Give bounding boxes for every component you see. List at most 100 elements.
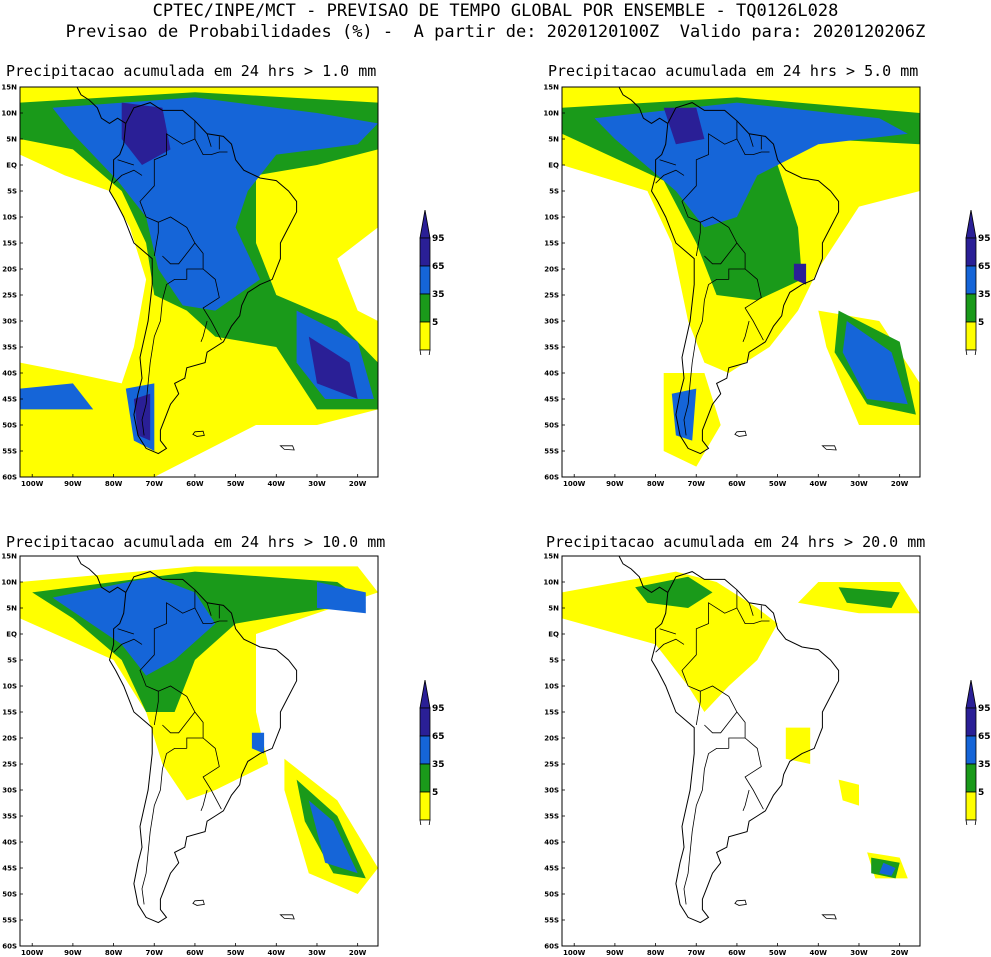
lon-tick-label: 90W xyxy=(606,480,624,488)
lat-tick-label: 45S xyxy=(2,396,17,404)
lat-tick-label: 20S xyxy=(544,735,559,743)
legend-top-arrow xyxy=(965,680,977,709)
legend-swatch xyxy=(419,707,431,737)
lon-tick-label: 70W xyxy=(146,480,164,488)
legend-level-label: 95 xyxy=(978,234,991,244)
lat-tick-label: 5N xyxy=(6,136,17,144)
lon-tick-label: 80W xyxy=(647,480,665,488)
prob-area-p5 xyxy=(838,779,859,806)
legend-swatch xyxy=(419,265,431,295)
legend-level-label: 65 xyxy=(432,732,445,742)
lat-tick-label: 25S xyxy=(2,761,17,769)
lat-tick-label: 40S xyxy=(2,370,17,378)
lat-tick-label: 60S xyxy=(2,474,17,482)
coastline xyxy=(650,571,840,924)
lat-tick-label: EQ xyxy=(548,631,559,639)
country-border xyxy=(206,602,212,616)
legend-swatch xyxy=(419,735,431,765)
country-border xyxy=(659,628,677,635)
legend-swatch xyxy=(419,321,431,351)
lon-tick-label: 50W xyxy=(227,949,245,957)
lat-tick-label: 15N xyxy=(1,553,17,561)
lat-tick-label: 40S xyxy=(544,839,559,847)
country-border xyxy=(158,216,222,341)
legend-bottom-arrow xyxy=(965,819,977,825)
lon-tick-label: 70W xyxy=(146,949,164,957)
lat-tick-label: 60S xyxy=(544,474,559,482)
country-border xyxy=(704,242,738,265)
lat-tick-label: 60S xyxy=(544,943,559,951)
country-border xyxy=(117,628,135,635)
lon-tick-label: 70W xyxy=(688,949,706,957)
lon-tick-label: 50W xyxy=(227,480,245,488)
lat-tick-label: 55S xyxy=(2,917,17,925)
color-legend-3: 95 65 35 5 xyxy=(419,680,445,825)
lat-tick-label: 35S xyxy=(2,344,17,352)
lat-tick-label: 35S xyxy=(2,813,17,821)
lat-tick-label: 5S xyxy=(549,188,559,196)
country-border xyxy=(200,789,208,811)
country-border xyxy=(117,159,135,166)
color-legend-1: 95 65 35 5 xyxy=(419,210,445,355)
country-border xyxy=(742,320,750,342)
legend-swatch xyxy=(965,763,977,793)
country-border xyxy=(700,216,764,341)
lat-tick-label: 25S xyxy=(2,292,17,300)
lat-tick-label: 40S xyxy=(544,370,559,378)
lon-tick-label: 30W xyxy=(850,480,868,488)
legend-top-arrow xyxy=(965,210,977,239)
country-border xyxy=(700,685,764,810)
legend-swatch xyxy=(965,237,977,267)
lat-tick-label: 25S xyxy=(544,761,559,769)
prob-area-p65 xyxy=(52,576,216,676)
header-line-2: Previsao de Probabilidades (%) - A parti… xyxy=(65,22,926,42)
island xyxy=(821,445,837,451)
central-america-coast xyxy=(76,556,127,593)
prob-area-p95 xyxy=(663,107,705,145)
lon-tick-label: 60W xyxy=(728,949,746,957)
lat-tick-label: 30S xyxy=(544,318,559,326)
lat-tick-label: 45S xyxy=(2,865,17,873)
lon-tick-label: 30W xyxy=(850,949,868,957)
lon-tick-label: 60W xyxy=(728,480,746,488)
lat-tick-label: 45S xyxy=(544,865,559,873)
lat-tick-label: 5S xyxy=(7,188,17,196)
prob-area-p65 xyxy=(251,732,265,754)
prob-area-p5 xyxy=(785,727,811,764)
prob-area-p95 xyxy=(793,263,807,285)
legend-swatch xyxy=(419,293,431,323)
lat-tick-label: EQ xyxy=(6,631,17,639)
island xyxy=(734,430,747,437)
lon-tick-label: 60W xyxy=(186,949,204,957)
lat-tick-label: 20S xyxy=(544,266,559,274)
lat-tick-label: 55S xyxy=(544,448,559,456)
legend-level-label: 65 xyxy=(432,262,445,272)
lat-tick-label: 60S xyxy=(2,943,17,951)
probability-map-5mm: 15N 10N 5N EQ 5S 10S 15S 20S 25S 30S 35S 40S 45S 50S 5… xyxy=(543,84,921,488)
country-border xyxy=(186,737,204,749)
prob-area-p65 xyxy=(842,321,908,405)
country-border xyxy=(728,268,746,280)
lat-tick-label: 10S xyxy=(2,214,17,222)
country-border xyxy=(736,138,770,155)
lat-tick-label: 30S xyxy=(544,787,559,795)
central-america-coast xyxy=(618,87,669,124)
lon-tick-label: 80W xyxy=(105,949,123,957)
legend-swatch xyxy=(965,735,977,765)
country-border xyxy=(194,607,228,624)
legend-swatch xyxy=(419,237,431,267)
lat-tick-label: 35S xyxy=(544,344,559,352)
legend-level-label: 35 xyxy=(432,760,445,770)
legend-top-arrow xyxy=(419,680,431,709)
color-legend-2: 95 65 35 5 xyxy=(965,210,991,355)
lat-tick-label: 50S xyxy=(544,891,559,899)
lat-tick-label: 50S xyxy=(2,891,17,899)
prob-area-p65 xyxy=(20,383,94,410)
legend-bottom-arrow xyxy=(965,349,977,355)
prob-area-p35 xyxy=(838,587,900,608)
lat-tick-label: 5N xyxy=(548,136,559,144)
island xyxy=(192,899,205,906)
probability-map-1mm: 15N 10N 5N EQ 5S 10S 15S 20S 25S 30S 35S 40S 45S 50S 5… xyxy=(1,84,379,488)
map-frame xyxy=(561,86,921,478)
lon-tick-label: 50W xyxy=(769,949,787,957)
